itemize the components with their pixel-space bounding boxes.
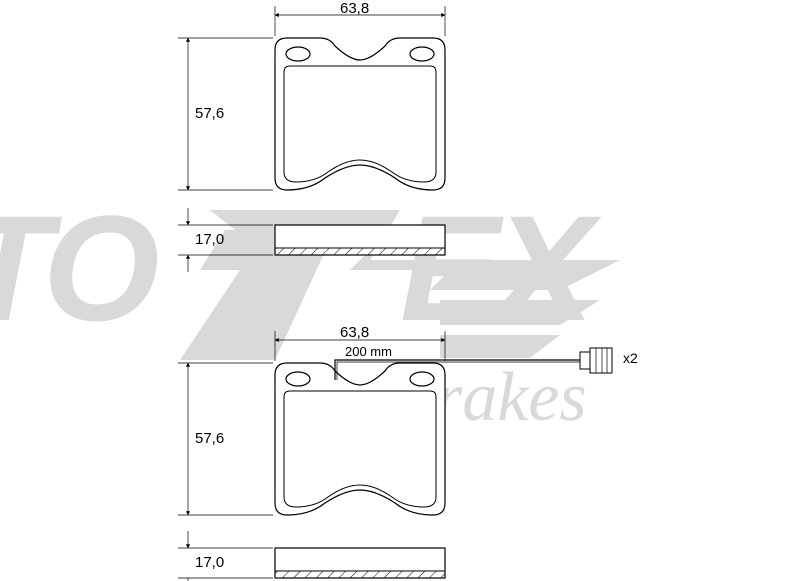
dim-top-thickness bbox=[178, 208, 273, 272]
label-top-height: 57,6 bbox=[195, 105, 224, 122]
label-wire-count: x2 bbox=[623, 350, 638, 366]
label-bottom-height: 57,6 bbox=[195, 430, 224, 447]
bottom-pad-face bbox=[275, 348, 612, 515]
bottom-pad-side bbox=[275, 548, 445, 578]
dim-top-height bbox=[178, 38, 273, 190]
label-top-width: 63,8 bbox=[340, 0, 369, 17]
label-wire-length: 200 mm bbox=[345, 344, 392, 359]
label-bottom-thickness: 17,0 bbox=[195, 554, 224, 571]
label-top-thickness: 17,0 bbox=[195, 231, 224, 248]
top-pad-face bbox=[275, 38, 445, 190]
dim-bottom-height bbox=[178, 363, 273, 515]
label-bottom-width: 63,8 bbox=[340, 324, 369, 341]
wire-connector bbox=[580, 348, 612, 373]
dim-bottom-thickness bbox=[178, 531, 273, 581]
technical-drawing bbox=[0, 0, 786, 581]
top-pad-side bbox=[275, 225, 445, 255]
